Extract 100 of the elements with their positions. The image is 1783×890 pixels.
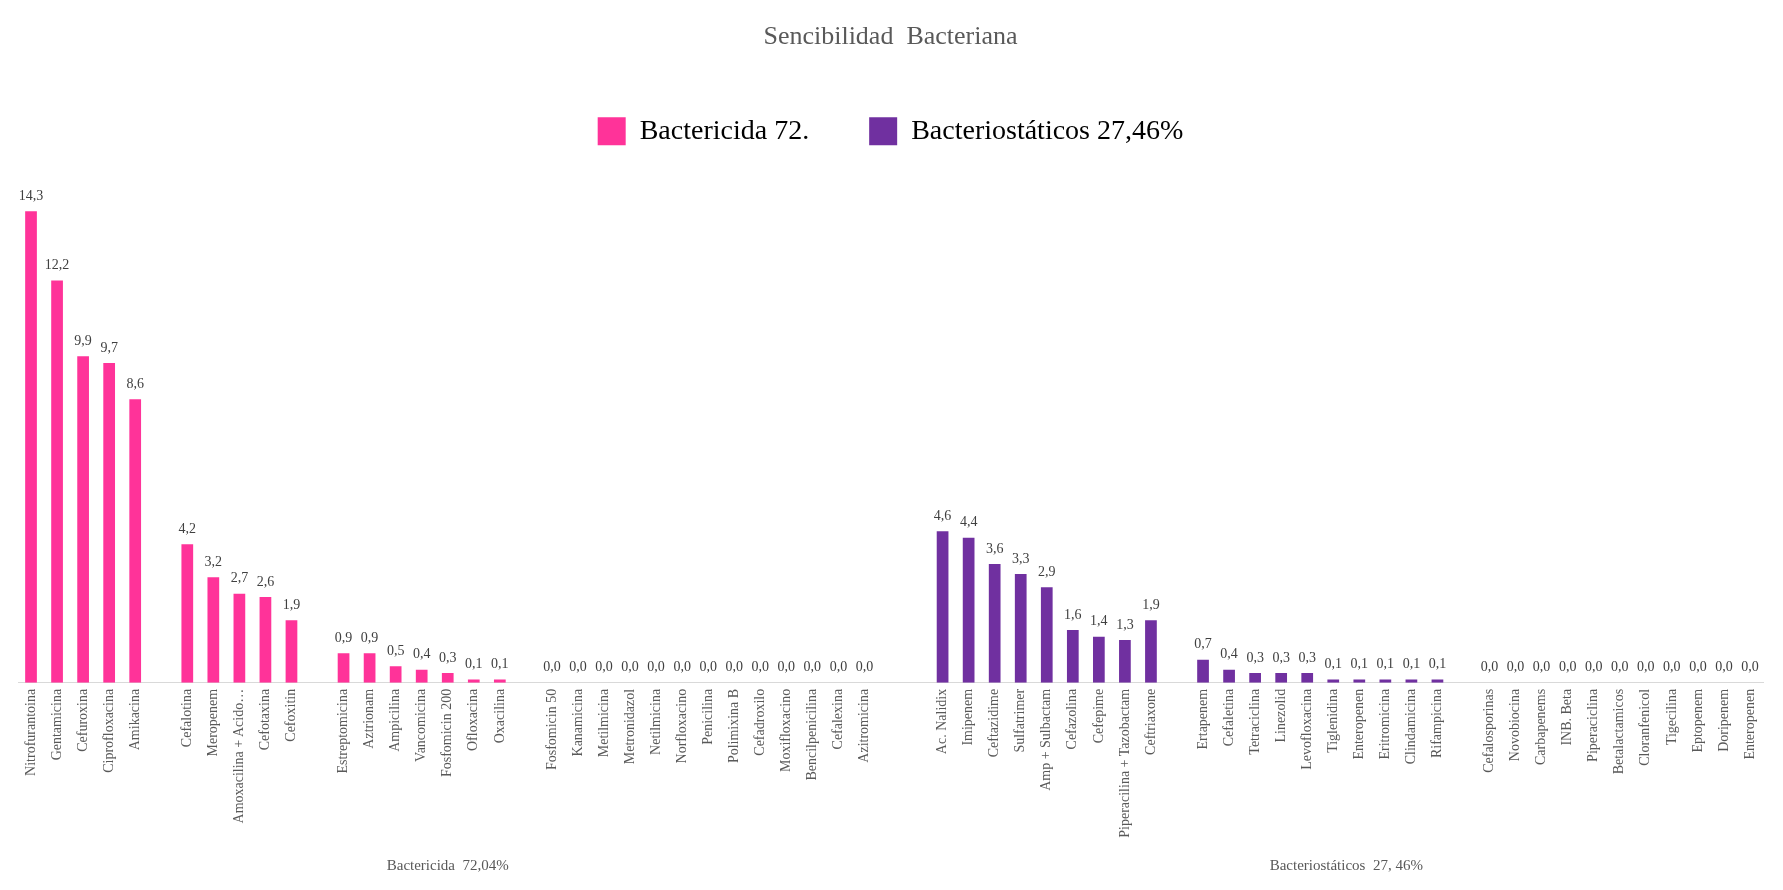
x-tick-label: Tetraciclina <box>1246 688 1262 755</box>
data-label: 0,0 <box>647 659 665 675</box>
x-tick-label: Penicilina <box>699 688 715 745</box>
data-label: 0,5 <box>386 643 405 658</box>
data-label: 0,0 <box>1532 659 1551 675</box>
bar <box>1014 574 1027 683</box>
data-label: 0,3 <box>438 649 457 665</box>
x-tick-label: Tigecilina <box>1663 688 1679 746</box>
x-tick-label: Vancomicina <box>413 688 429 762</box>
x-tick-label: Linezolid <box>1272 688 1288 743</box>
x-tick-label: Cefepime <box>1090 688 1106 744</box>
bar <box>1197 659 1209 683</box>
data-label: 0,4 <box>412 646 431 662</box>
text: Bacteriostáticos 27, 46% <box>1269 857 1423 874</box>
data-label: 0,0 <box>1611 659 1629 675</box>
data-label: 14,3 <box>18 187 44 203</box>
x-tick-label: Novobiocina <box>1507 688 1523 762</box>
x-tick-label: Ceftazidime <box>986 688 1002 758</box>
x-tick-label: Cefuroxina <box>74 688 90 752</box>
x-tick-label: Cefalexina <box>830 688 846 750</box>
x-tick-label: INB. Beta <box>1559 688 1575 746</box>
chart-title: Sencibilidad Bacteriana <box>763 21 1019 51</box>
data-label: 0,0 <box>855 659 874 675</box>
x-tick-label: Metronidazol <box>621 688 637 765</box>
bar <box>285 620 298 683</box>
x-tick-label: Piperaciclina <box>1585 688 1601 762</box>
data-label: 0,0 <box>1558 659 1577 675</box>
x-tick-label: Polimixina B <box>725 688 741 764</box>
bar <box>77 356 89 683</box>
x-tick-label: Imipenem <box>960 688 976 746</box>
x-tick-label: Levofloxacina <box>1298 688 1314 770</box>
bar <box>415 669 428 683</box>
x-tick-label: Enteropenen <box>1741 688 1757 760</box>
x-tick-label: Cefalosporinas <box>1481 688 1497 773</box>
data-label: 0,1 <box>1402 656 1421 672</box>
x-tick-label: Moxifloxacino <box>777 688 793 773</box>
x-tick-label: Ciprofloxacina <box>100 688 116 773</box>
x-tick-label: Cefazolina <box>1064 688 1080 750</box>
data-label: 12,2 <box>44 257 70 273</box>
bar <box>1301 672 1314 683</box>
x-tick-label: Bencilpenicilina <box>804 688 820 781</box>
data-label: 0,0 <box>777 659 796 675</box>
bar <box>259 597 272 683</box>
bar <box>337 653 350 683</box>
bar <box>936 531 949 683</box>
x-tick-label: Gentamicina <box>48 688 64 761</box>
data-label: 9,7 <box>100 339 118 355</box>
data-label: 0,3 <box>1272 649 1290 665</box>
legend-label: Bacteriostáticos 27,46% <box>911 113 1184 145</box>
bar <box>988 564 1001 683</box>
x-tick-label: Cloranfenicol <box>1637 688 1653 766</box>
x-tick-label: Tiglenidina <box>1324 688 1340 753</box>
data-label: 2,6 <box>256 573 275 589</box>
bar <box>207 577 220 683</box>
data-label: 8,6 <box>126 375 144 391</box>
data-label: 0,4 <box>1220 646 1238 662</box>
data-label: 0,0 <box>751 659 770 675</box>
x-tick-label: Amikacina <box>126 688 142 751</box>
data-label: 0,1 <box>1324 656 1343 672</box>
bar <box>1275 672 1288 683</box>
bar <box>233 593 246 683</box>
x-tick-label: Meropenem <box>205 688 221 757</box>
x-tick-label: Amoxacilina + Acido… <box>231 688 247 824</box>
data-label: 0,0 <box>621 659 639 675</box>
x-tick-label: Piperacilina + Tazobactam <box>1116 688 1132 838</box>
bar <box>1249 672 1261 683</box>
x-tick-label: Ampicilina <box>387 688 403 752</box>
data-label: 0,9 <box>334 629 353 645</box>
data-label: 3,6 <box>985 540 1004 556</box>
x-tick-label: Cefotaxina <box>257 688 273 751</box>
bar <box>51 280 63 683</box>
legend-label: Bactericida 72. <box>639 113 810 145</box>
x-tick-label: Eritromicina <box>1377 688 1393 760</box>
x-tick-label: Amp + Sulbactam <box>1038 688 1054 791</box>
bar <box>441 672 454 683</box>
data-label: 1,9 <box>1142 596 1160 612</box>
bar <box>1040 587 1053 683</box>
data-label: 0,0 <box>1480 659 1499 675</box>
data-label: 0,9 <box>360 629 379 645</box>
x-tick-label: Doripenem <box>1715 688 1731 752</box>
x-tick-label: Rifampicina <box>1429 688 1445 759</box>
x-tick-label: Cefadroxilo <box>751 688 767 756</box>
data-label: 0,3 <box>1246 649 1264 665</box>
data-label: 0,0 <box>1506 659 1525 675</box>
x-tick-label: Ac. Nalidix <box>934 688 950 755</box>
bar <box>962 537 975 683</box>
data-label: 0,0 <box>1637 659 1655 675</box>
data-label: 0,0 <box>543 659 561 675</box>
bar <box>1066 630 1079 683</box>
x-tick-label: Oxacilina <box>491 688 507 744</box>
x-tick-label: Kanamicina <box>569 688 585 757</box>
x-tick-label: Carbapenems <box>1533 688 1549 766</box>
x-tick-label: Ertapenem <box>1194 688 1210 750</box>
x-tick-label: Enteropenen <box>1350 688 1366 760</box>
bar <box>363 653 376 683</box>
data-label: 3,3 <box>1011 550 1030 566</box>
data-label: 0,1 <box>1350 656 1369 672</box>
x-tick-label: Clindamicina <box>1403 688 1419 765</box>
bar <box>103 362 116 683</box>
x-tick-label: Sulfatrimer <box>1012 688 1028 753</box>
